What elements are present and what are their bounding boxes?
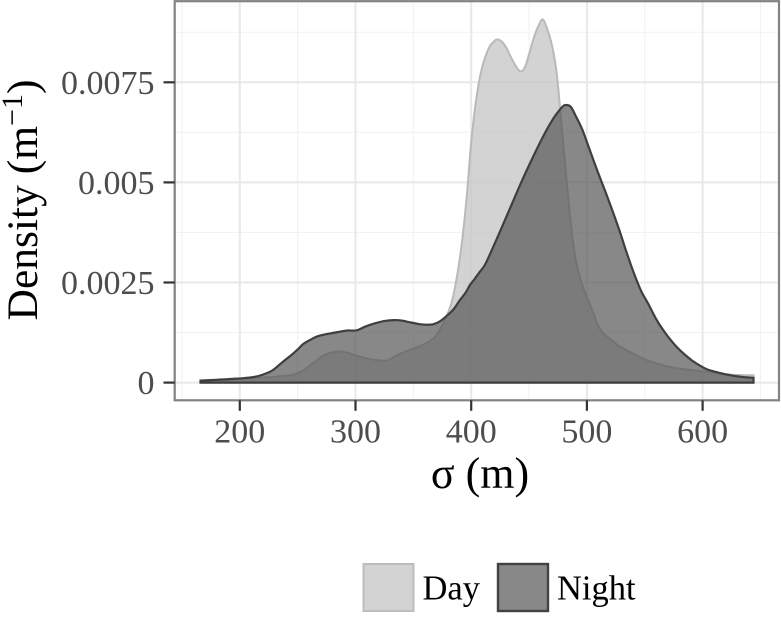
svg-text:600: 600 [677, 414, 728, 451]
svg-text:0: 0 [138, 365, 155, 402]
svg-text:Night: Night [557, 570, 636, 608]
svg-text:300: 300 [330, 414, 381, 451]
svg-text:0.0075: 0.0075 [61, 65, 155, 102]
svg-text:0.005: 0.005 [78, 165, 155, 202]
svg-text:σ (m): σ (m) [431, 449, 529, 498]
svg-text:400: 400 [446, 414, 497, 451]
svg-text:500: 500 [561, 414, 612, 451]
svg-text:Day: Day [423, 570, 481, 608]
svg-text:200: 200 [214, 414, 265, 451]
svg-text:0.0025: 0.0025 [61, 265, 155, 302]
